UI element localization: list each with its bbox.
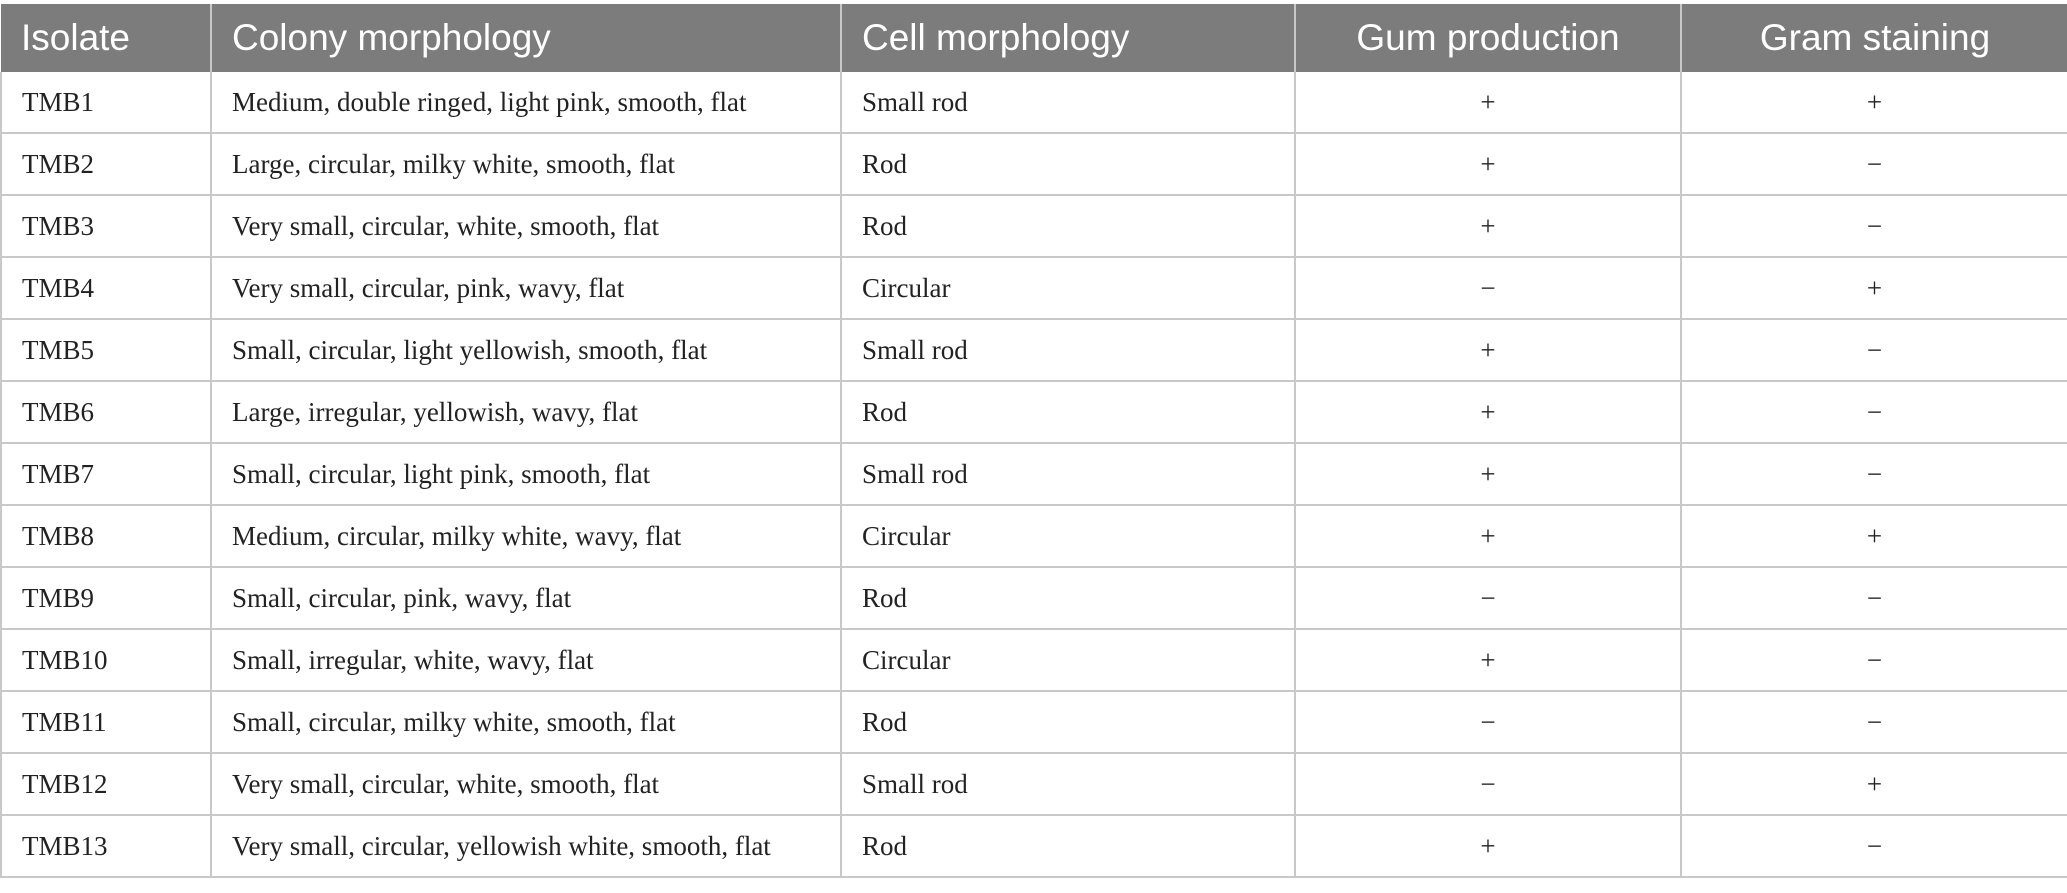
table-row: TMB6 Large, irregular, yellowish, wavy, f… <box>0 381 2067 444</box>
colony-morphology-cell: Medium, double ringed, light pink, smoot… <box>210 72 841 134</box>
gram-staining-cell: − <box>1680 815 2067 878</box>
gram-staining-cell: − <box>1680 133 2067 196</box>
cell-morphology-cell: Rod <box>840 815 1295 878</box>
isolate-cell: TMB1 <box>0 72 211 134</box>
colony-morphology-cell: Small, irregular, white, wavy, flat <box>210 629 841 692</box>
gram-staining-cell: + <box>1680 753 2067 816</box>
gram-staining-cell: + <box>1680 72 2067 134</box>
gum-production-cell: − <box>1294 691 1681 754</box>
header-isolate: Isolate <box>1 0 211 72</box>
cell-morphology-cell: Rod <box>840 133 1295 196</box>
gum-production-cell: − <box>1294 753 1681 816</box>
colony-morphology-cell: Medium, circular, milky white, wavy, fla… <box>210 505 841 568</box>
header-row: Isolate Colony morphology Cell morpholog… <box>1 0 2067 72</box>
gum-production-cell: + <box>1294 815 1681 878</box>
gram-staining-cell: − <box>1680 567 2067 630</box>
cell-morphology-cell: Rod <box>840 195 1295 258</box>
cell-morphology-cell: Small rod <box>840 72 1295 134</box>
colony-morphology-cell: Very small, circular, white, smooth, fla… <box>210 195 841 258</box>
gum-production-cell: − <box>1294 257 1681 320</box>
isolate-cell: TMB4 <box>0 257 211 320</box>
colony-morphology-cell: Very small, circular, white, smooth, fla… <box>210 753 841 816</box>
cell-morphology-cell: Circular <box>840 629 1295 692</box>
table-header: Isolate Colony morphology Cell morpholog… <box>1 0 2067 72</box>
colony-morphology-cell: Small, circular, milky white, smooth, fl… <box>210 691 841 754</box>
table-row: TMB5 Small, circular, light yellowish, sm… <box>0 319 2067 382</box>
gum-production-cell: + <box>1294 319 1681 382</box>
table-row: TMB12 Very small, circular, white, smooth… <box>0 753 2067 816</box>
gum-production-cell: + <box>1294 505 1681 568</box>
gum-production-cell: − <box>1294 567 1681 630</box>
isolate-cell: TMB7 <box>0 443 211 506</box>
cell-morphology-cell: Circular <box>840 505 1295 568</box>
colony-morphology-cell: Very small, circular, pink, wavy, flat <box>210 257 841 320</box>
header-cell-morphology: Cell morphology <box>840 0 1295 72</box>
table-row: TMB11 Small, circular, milky white, smoot… <box>0 691 2067 754</box>
gram-staining-cell: − <box>1680 443 2067 506</box>
isolate-cell: TMB6 <box>0 381 211 444</box>
header-colony-morphology: Colony morphology <box>210 0 841 72</box>
cell-morphology-cell: Rod <box>840 381 1295 444</box>
cell-morphology-cell: Rod <box>840 691 1295 754</box>
colony-morphology-cell: Very small, circular, yellowish white, s… <box>210 815 841 878</box>
gram-staining-cell: − <box>1680 319 2067 382</box>
table-row: TMB7 Small, circular, light pink, smooth,… <box>0 443 2067 506</box>
isolate-cell: TMB12 <box>0 753 211 816</box>
colony-morphology-cell: Small, circular, pink, wavy, flat <box>210 567 841 630</box>
table-row: TMB4 Very small, circular, pink, wavy, fl… <box>0 257 2067 320</box>
colony-morphology-cell: Large, circular, milky white, smooth, fl… <box>210 133 841 196</box>
isolate-cell: TMB10 <box>0 629 211 692</box>
isolate-cell: TMB2 <box>0 133 211 196</box>
gum-production-cell: + <box>1294 629 1681 692</box>
isolate-cell: TMB11 <box>0 691 211 754</box>
isolate-cell: TMB13 <box>0 815 211 878</box>
colony-morphology-cell: Small, circular, light pink, smooth, fla… <box>210 443 841 506</box>
table-row: TMB10 Small, irregular, white, wavy, flat… <box>0 629 2067 692</box>
table-row: TMB2 Large, circular, milky white, smooth… <box>0 133 2067 196</box>
table-row: TMB9 Small, circular, pink, wavy, flat Rod… <box>0 567 2067 630</box>
gum-production-cell: + <box>1294 195 1681 258</box>
gram-staining-cell: − <box>1680 629 2067 692</box>
table-row: TMB13 Very small, circular, yellowish whi… <box>0 815 2067 878</box>
table-row: TMB8 Medium, circular, milky white, wavy,… <box>0 505 2067 568</box>
table-row: TMB3 Very small, circular, white, smooth,… <box>0 195 2067 258</box>
table-row: TMB1 Medium, double ringed, light pink, s… <box>0 72 2067 134</box>
colony-morphology-cell: Large, irregular, yellowish, wavy, flat <box>210 381 841 444</box>
cell-morphology-cell: Small rod <box>840 753 1295 816</box>
gum-production-cell: + <box>1294 72 1681 134</box>
cell-morphology-cell: Small rod <box>840 319 1295 382</box>
isolate-cell: TMB5 <box>0 319 211 382</box>
gum-production-cell: + <box>1294 133 1681 196</box>
gum-production-cell: + <box>1294 443 1681 506</box>
gram-staining-cell: − <box>1680 691 2067 754</box>
cell-morphology-cell: Rod <box>840 567 1295 630</box>
isolate-cell: TMB3 <box>0 195 211 258</box>
gum-production-cell: + <box>1294 381 1681 444</box>
gram-staining-cell: − <box>1680 381 2067 444</box>
colony-morphology-cell: Small, circular, light yellowish, smooth… <box>210 319 841 382</box>
cell-morphology-cell: Circular <box>840 257 1295 320</box>
gram-staining-cell: − <box>1680 195 2067 258</box>
cell-morphology-cell: Small rod <box>840 443 1295 506</box>
isolate-cell: TMB8 <box>0 505 211 568</box>
isolate-cell: TMB9 <box>0 567 211 630</box>
gram-staining-cell: + <box>1680 257 2067 320</box>
gram-staining-cell: + <box>1680 505 2067 568</box>
header-gum-production: Gum production <box>1294 0 1681 72</box>
header-gram-staining: Gram staining <box>1680 0 2067 72</box>
table-body: TMB1 Medium, double ringed, light pink, s… <box>0 72 2067 878</box>
